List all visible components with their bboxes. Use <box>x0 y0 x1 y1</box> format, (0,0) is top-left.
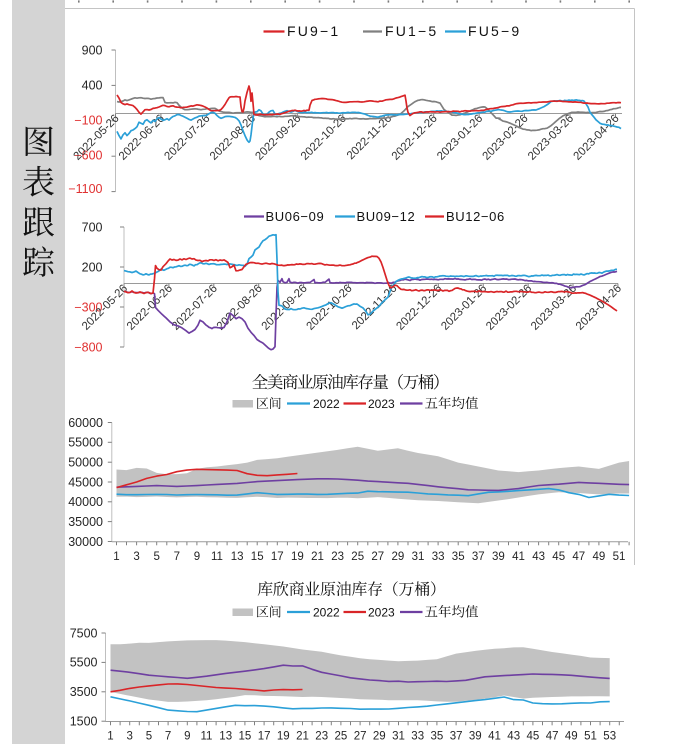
svg-text:49: 49 <box>565 731 578 743</box>
svg-text:200: 200 <box>82 260 103 274</box>
svg-text:BU09−12: BU09−12 <box>357 209 416 224</box>
svg-text:400: 400 <box>82 79 103 93</box>
svg-text:39: 39 <box>492 551 505 563</box>
svg-text:−300: −300 <box>74 300 102 314</box>
svg-text:BU12−06: BU12−06 <box>446 209 505 224</box>
svg-text:7500: 7500 <box>70 626 98 640</box>
svg-text:47: 47 <box>572 551 585 563</box>
svg-text:60000: 60000 <box>68 416 103 430</box>
svg-text:29: 29 <box>392 551 405 563</box>
svg-text:FU9−1: FU9−1 <box>287 23 340 39</box>
svg-text:19: 19 <box>291 551 304 563</box>
svg-text:19: 19 <box>277 731 290 743</box>
svg-text:21: 21 <box>311 551 324 563</box>
svg-text:31: 31 <box>412 551 425 563</box>
svg-text:43: 43 <box>532 551 545 563</box>
svg-text:51: 51 <box>613 551 626 563</box>
svg-text:11: 11 <box>201 731 213 743</box>
svg-text:BU06−09: BU06−09 <box>266 209 325 224</box>
svg-text:35: 35 <box>431 731 444 743</box>
svg-text:−1100: −1100 <box>68 182 102 196</box>
svg-text:21: 21 <box>296 731 309 743</box>
svg-text:45000: 45000 <box>68 475 103 489</box>
svg-text:41: 41 <box>488 731 501 743</box>
svg-text:50000: 50000 <box>68 456 103 470</box>
svg-text:33: 33 <box>411 731 424 743</box>
svg-text:15: 15 <box>239 731 252 743</box>
svg-text:900: 900 <box>82 43 103 57</box>
svg-text:23: 23 <box>315 731 328 743</box>
svg-text:37: 37 <box>472 551 485 563</box>
svg-text:39: 39 <box>469 731 482 743</box>
svg-text:55000: 55000 <box>68 436 103 450</box>
svg-text:9: 9 <box>194 551 200 563</box>
svg-text:2022: 2022 <box>313 606 340 620</box>
svg-text:17: 17 <box>271 551 284 563</box>
svg-text:7: 7 <box>165 731 171 743</box>
svg-text:2022: 2022 <box>313 397 340 411</box>
svg-text:23: 23 <box>331 551 344 563</box>
svg-text:3: 3 <box>126 731 132 743</box>
svg-text:29: 29 <box>373 731 386 743</box>
svg-text:27: 27 <box>371 551 384 563</box>
svg-text:13: 13 <box>231 551 244 563</box>
svg-text:43: 43 <box>507 731 520 743</box>
svg-text:25: 25 <box>351 551 364 563</box>
svg-text:700: 700 <box>82 220 103 234</box>
svg-text:2023: 2023 <box>368 397 395 411</box>
svg-text:33: 33 <box>432 551 445 563</box>
svg-text:47: 47 <box>546 731 559 743</box>
svg-text:45: 45 <box>527 731 540 743</box>
svg-text:9: 9 <box>184 731 190 743</box>
svg-text:1500: 1500 <box>70 715 98 729</box>
svg-text:35: 35 <box>452 551 465 563</box>
svg-text:37: 37 <box>450 731 463 743</box>
svg-text:5: 5 <box>153 551 159 563</box>
svg-text:5: 5 <box>146 731 152 743</box>
svg-text:40000: 40000 <box>68 495 103 509</box>
svg-text:2023: 2023 <box>368 606 395 620</box>
svg-text:−800: −800 <box>74 340 102 354</box>
svg-text:5500: 5500 <box>70 656 98 670</box>
svg-text:35000: 35000 <box>68 515 103 529</box>
svg-text:25: 25 <box>335 731 348 743</box>
svg-text:FU1−5: FU1−5 <box>385 23 438 39</box>
svg-text:27: 27 <box>354 731 367 743</box>
svg-text:1: 1 <box>113 551 119 563</box>
svg-text:41: 41 <box>512 551 525 563</box>
svg-text:−100: −100 <box>74 114 102 128</box>
svg-text:7: 7 <box>174 551 180 563</box>
svg-text:3500: 3500 <box>70 685 98 699</box>
svg-text:15: 15 <box>251 551 264 563</box>
svg-text:45: 45 <box>552 551 565 563</box>
svg-text:FU5−9: FU5−9 <box>468 23 521 39</box>
svg-text:51: 51 <box>584 731 597 743</box>
svg-text:1: 1 <box>107 731 113 743</box>
svg-text:11: 11 <box>211 551 223 563</box>
svg-text:53: 53 <box>603 731 616 743</box>
svg-text:49: 49 <box>593 551 606 563</box>
svg-text:31: 31 <box>392 731 405 743</box>
svg-text:13: 13 <box>219 731 232 743</box>
svg-text:−600: −600 <box>74 149 102 163</box>
svg-text:30000: 30000 <box>68 535 103 549</box>
svg-text:17: 17 <box>258 731 271 743</box>
svg-text:3: 3 <box>133 551 139 563</box>
